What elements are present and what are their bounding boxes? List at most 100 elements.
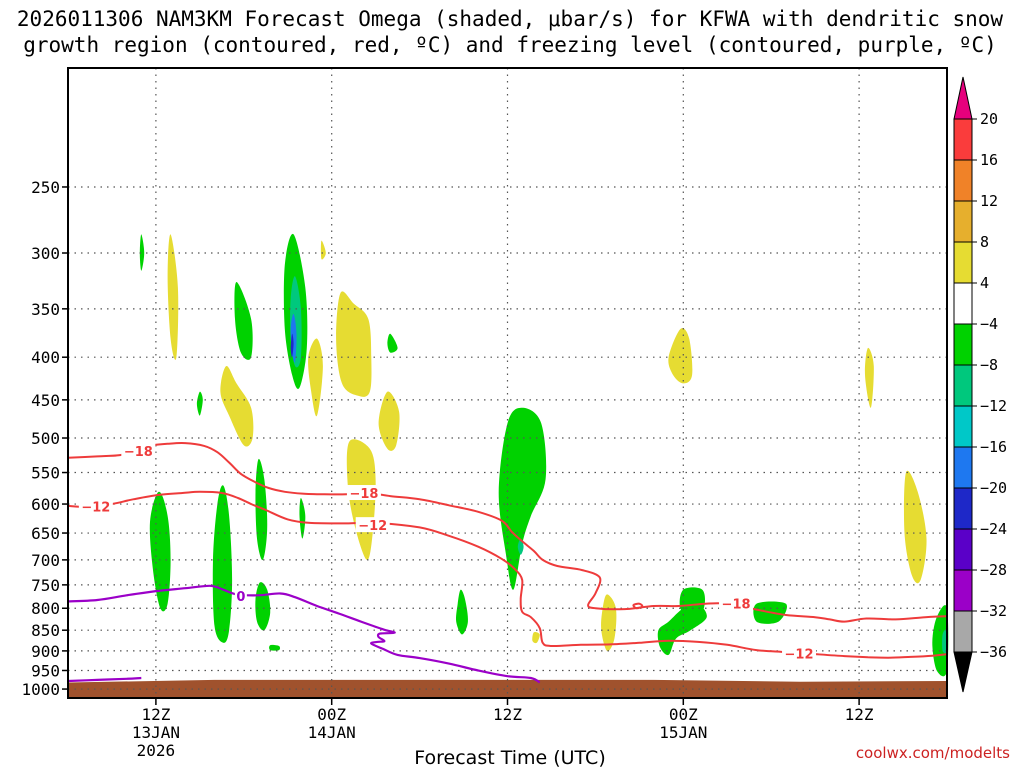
omega-region: [456, 589, 468, 635]
colorbar: −36 −32 −28 −24 −20 −16 −12 −8 −4 4 8 12 16 20: [953, 76, 1007, 693]
omega-shading: [139, 233, 949, 677]
colorbar-tick-label: −36: [980, 643, 1007, 661]
colorbar-swatch: [953, 159, 973, 202]
x-tick-label: 00Z: [669, 705, 698, 724]
freezing-level-contour: [67, 676, 142, 683]
dgz-contour-label: −12: [81, 500, 110, 515]
colorbar-swatch: [953, 569, 973, 612]
omega-region: [932, 605, 949, 677]
omega-region: [498, 407, 547, 590]
omega-region: [378, 391, 400, 451]
colorbar-tick-label: −32: [980, 602, 1007, 620]
x-tick-label: 12Z: [493, 705, 522, 724]
omega-region: [255, 582, 271, 631]
colorbar-swatch: [953, 282, 973, 325]
dgz-contour-label: −12: [358, 519, 387, 534]
freezing-level-label: 0: [236, 590, 245, 605]
colorbar-tick-label: −28: [980, 561, 1007, 579]
colorbar-tick-label: 12: [980, 192, 998, 210]
omega-region: [387, 333, 398, 353]
omega-region: [601, 594, 617, 652]
omega-region: [532, 631, 540, 644]
omega-region: [903, 470, 927, 584]
omega-region: [220, 365, 254, 447]
y-tick-label: 300: [31, 244, 60, 263]
colorbar-bottom-triangle: [953, 651, 973, 693]
title-line-1: 2026011306 NAM3KM Forecast Omega (shaded…: [17, 7, 1004, 31]
dgz-contour-label: −18: [722, 598, 751, 613]
colorbar-tick-label: −16: [980, 438, 1007, 456]
dgz-contour-label: −18: [124, 445, 153, 460]
colorbar-tick-label: 16: [980, 151, 998, 169]
y-tick-label: 700: [31, 551, 60, 570]
colorbar-swatch: [953, 446, 973, 489]
omega-region: [308, 338, 323, 417]
x-tick-label: 00Z: [317, 705, 346, 724]
y-tick-label: 350: [31, 300, 60, 319]
x-tick-label: 14JAN: [308, 723, 356, 742]
colorbar-tick-label: −8: [980, 356, 998, 374]
omega-region: [336, 291, 372, 397]
colorbar-swatch: [953, 241, 973, 284]
colorbar-top-triangle: [953, 76, 973, 120]
colorbar-swatch: [953, 610, 973, 653]
dgz-small-loop: [632, 602, 644, 610]
omega-region: [234, 282, 253, 360]
colorbar-swatch: [953, 118, 973, 161]
x-axis-title: Forecast Time (UTC): [414, 747, 605, 768]
y-tick-label: 850: [31, 621, 60, 640]
colorbar-swatch: [953, 528, 973, 571]
terrain-polygon: [68, 679, 947, 698]
x-tick-label: 15JAN: [659, 723, 707, 742]
colorbar-tick-label: 20: [980, 110, 998, 128]
omega-region: [196, 391, 203, 416]
colorbar-swatch: [953, 364, 973, 407]
dgz-contour-label: −12: [785, 647, 814, 662]
contour-label-bg: [719, 595, 754, 611]
contour-label-bg: [355, 517, 390, 533]
plot-frame: [67, 67, 948, 699]
omega-region: [139, 234, 145, 271]
contour-label-bg: [78, 498, 113, 514]
credit-text: coolwx.com/modelts: [856, 744, 1010, 762]
x-tick-label: 2026: [137, 741, 176, 760]
y-tick-label: 1000: [21, 680, 60, 699]
x-tick-label: 13JAN: [132, 723, 180, 742]
y-tick-label: 800: [31, 599, 60, 618]
terrain-fill: [68, 679, 947, 698]
y-tick-label: 400: [31, 348, 60, 367]
y-tick-label: 900: [31, 642, 60, 661]
x-tick-label: 12Z: [141, 705, 170, 724]
y-tick-label: 750: [31, 576, 60, 595]
colorbar-swatch: [953, 405, 973, 448]
omega-region: [679, 587, 706, 618]
colorbar-swatch: [953, 323, 973, 366]
y-tick-label: 550: [31, 464, 60, 483]
omega-region: [299, 498, 306, 539]
contour-label-bg: [346, 485, 381, 501]
y-tick-label: 500: [31, 429, 60, 448]
colorbar-tick-label: 4: [980, 274, 989, 292]
title-line-2: growth region (contoured, red, ºC) and f…: [23, 33, 997, 57]
dgz-contour-18: [67, 441, 948, 623]
omega-region: [269, 644, 281, 651]
grid-lines: [68, 68, 947, 698]
omega-region: [517, 538, 524, 555]
omega-region: [864, 347, 874, 408]
colorbar-tick-label: −12: [980, 397, 1007, 415]
omega-region: [320, 240, 326, 260]
omega-region: [149, 491, 171, 612]
x-tick-label: 12Z: [845, 705, 874, 724]
contour-lines: −18 −12 −18 −12 −18 −12 0: [67, 441, 948, 684]
y-tick-label: 600: [31, 495, 60, 514]
colorbar-tick-label: −20: [980, 479, 1007, 497]
omega-region: [668, 328, 693, 384]
colorbar-tick-label: −24: [980, 520, 1007, 538]
axes: 250 300 350 400 450 500 550 600 650 700 750 800 850 9…: [21, 67, 948, 760]
y-tick-label: 450: [31, 391, 60, 410]
omega-region: [290, 333, 294, 358]
y-tick-label: 650: [31, 524, 60, 543]
colorbar-swatch: [953, 487, 973, 530]
colorbar-tick-label: −4: [980, 315, 998, 333]
omega-region: [167, 234, 179, 360]
